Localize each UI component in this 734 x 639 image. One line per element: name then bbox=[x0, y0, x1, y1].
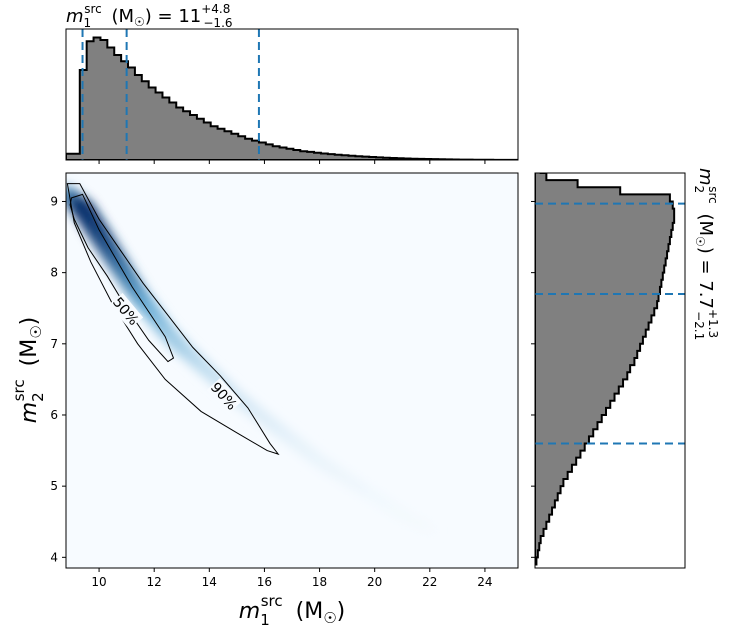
y-tick-label: 4 bbox=[50, 550, 58, 564]
m2-histogram-ticks bbox=[531, 200, 535, 558]
y-axis-ticks: 4 5 6 7 8 9 bbox=[50, 194, 66, 564]
y-tick-label: 5 bbox=[50, 479, 58, 493]
m1-histogram-ticks bbox=[98, 160, 486, 164]
y-tick-label: 7 bbox=[50, 337, 58, 351]
m2-quantile-lines bbox=[535, 202, 685, 445]
density-blob bbox=[408, 515, 438, 535]
x-tick-label: 18 bbox=[312, 575, 327, 589]
x-tick-label: 16 bbox=[257, 575, 272, 589]
m2-summary-title: m2src (M☉) = 7.7+1.3−2.1 bbox=[692, 168, 720, 340]
m1-summary-title: m1src (M☉) = 11+4.8 −1.6 bbox=[66, 2, 233, 30]
x-tick-label: 10 bbox=[91, 575, 106, 589]
joint-density-heatmap bbox=[66, 184, 438, 535]
joint-panel-frame bbox=[65, 172, 519, 569]
m1-histogram-panel: m1src (M☉) = 11+4.8 −1.6 bbox=[65, 2, 519, 164]
m2-histogram bbox=[535, 173, 676, 566]
x-tick-label: 20 bbox=[367, 575, 382, 589]
m2-histogram-frame bbox=[534, 172, 686, 569]
joint-panel-background bbox=[66, 173, 518, 568]
x-tick-label: 12 bbox=[147, 575, 162, 589]
y-tick-label: 6 bbox=[50, 408, 58, 422]
x-axis-ticks: 10 12 14 16 18 20 22 24 bbox=[91, 568, 493, 589]
contour-50 bbox=[69, 193, 175, 363]
x-tick-label: 22 bbox=[422, 575, 437, 589]
m1-histogram bbox=[66, 36, 518, 160]
y-axis-label: m2src (M☉) bbox=[10, 317, 47, 424]
x-axis-label: m1src (M☉) bbox=[239, 592, 346, 629]
m1-histogram-frame bbox=[65, 28, 519, 161]
y-tick-label: 9 bbox=[50, 194, 58, 208]
y-tick-label: 8 bbox=[50, 266, 58, 280]
m1-quantile-lines bbox=[81, 29, 260, 160]
x-tick-label: 24 bbox=[477, 575, 492, 589]
x-tick-label: 14 bbox=[202, 575, 217, 589]
m2-histogram-panel: m2src (M☉) = 7.7+1.3−2.1 bbox=[531, 168, 720, 569]
